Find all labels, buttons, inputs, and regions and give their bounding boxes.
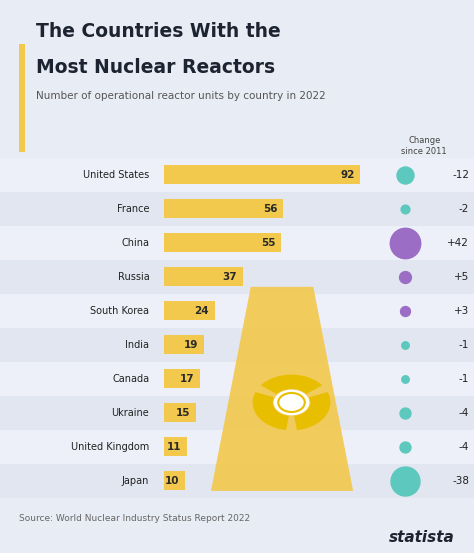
FancyBboxPatch shape [0,362,474,396]
Text: Most Nuclear Reactors: Most Nuclear Reactors [36,58,274,77]
Text: 24: 24 [194,306,209,316]
Point [401,272,409,281]
Point [401,204,409,213]
Text: Source: World Nuclear Industry Status Report 2022: Source: World Nuclear Industry Status Re… [19,514,250,523]
Point [401,306,409,315]
Text: Ukraine: Ukraine [111,408,149,418]
Polygon shape [211,287,353,491]
Text: -12: -12 [452,170,469,180]
FancyBboxPatch shape [0,396,474,430]
Text: statista: statista [389,530,455,545]
FancyBboxPatch shape [164,471,185,490]
FancyBboxPatch shape [164,165,360,184]
Text: -2: -2 [459,204,469,213]
FancyBboxPatch shape [164,301,215,320]
FancyBboxPatch shape [0,226,474,260]
Text: +5: +5 [454,272,469,281]
Circle shape [278,393,305,412]
Point [401,442,409,451]
Text: 55: 55 [261,238,275,248]
FancyBboxPatch shape [164,403,196,422]
FancyBboxPatch shape [0,430,474,463]
Text: United States: United States [83,170,149,180]
Text: Japan: Japan [122,476,149,486]
Text: 17: 17 [180,374,194,384]
FancyBboxPatch shape [0,327,474,362]
Text: 37: 37 [222,272,237,281]
Text: 11: 11 [167,442,182,452]
Text: 15: 15 [175,408,190,418]
FancyBboxPatch shape [164,437,187,456]
Wedge shape [253,392,289,430]
FancyBboxPatch shape [0,294,474,327]
Text: 10: 10 [165,476,179,486]
Point [401,170,409,179]
Text: -4: -4 [459,408,469,418]
Circle shape [273,390,310,415]
Text: -1: -1 [459,374,469,384]
FancyBboxPatch shape [0,463,474,498]
Point [401,374,409,383]
FancyBboxPatch shape [164,369,200,388]
Text: The Countries With the: The Countries With the [36,22,280,41]
Point [401,408,409,417]
Text: -38: -38 [452,476,469,486]
FancyBboxPatch shape [164,335,204,354]
Text: Change
since 2011: Change since 2011 [401,136,447,156]
FancyBboxPatch shape [164,199,283,218]
Text: United Kingdom: United Kingdom [71,442,149,452]
Text: -4: -4 [459,442,469,452]
Text: India: India [125,340,149,349]
FancyBboxPatch shape [0,260,474,294]
Text: Russia: Russia [118,272,149,281]
Text: +42: +42 [447,238,469,248]
FancyBboxPatch shape [0,192,474,226]
Point [401,238,409,247]
Point [401,476,409,485]
Text: Number of operational reactor units by country in 2022: Number of operational reactor units by c… [36,91,325,101]
Text: 92: 92 [340,170,355,180]
Text: -1: -1 [459,340,469,349]
FancyBboxPatch shape [0,158,474,192]
Text: 19: 19 [184,340,199,349]
Text: +3: +3 [454,306,469,316]
Text: 56: 56 [263,204,278,213]
Text: China: China [121,238,149,248]
Wedge shape [261,374,322,394]
Wedge shape [294,392,330,430]
FancyBboxPatch shape [164,267,243,286]
Text: France: France [117,204,149,213]
FancyBboxPatch shape [164,233,281,252]
Text: Canada: Canada [112,374,149,384]
Point [401,340,409,349]
Text: South Korea: South Korea [91,306,149,316]
